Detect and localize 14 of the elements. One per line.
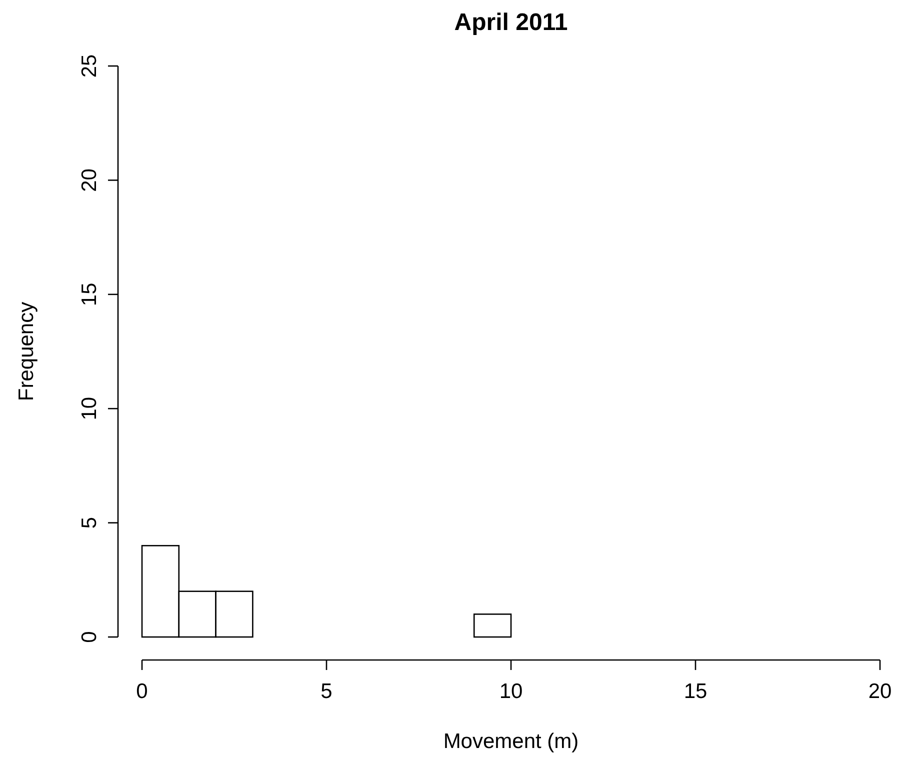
chart-title: April 2011 bbox=[454, 9, 568, 36]
x-tick-label: 15 bbox=[684, 680, 708, 703]
y-tick-label: 20 bbox=[78, 168, 101, 192]
y-tick-label: 0 bbox=[78, 631, 101, 643]
x-tick-label: 20 bbox=[868, 680, 892, 703]
x-tick-label: 10 bbox=[499, 680, 523, 703]
y-tick-label: 10 bbox=[78, 396, 101, 420]
x-tick-label: 5 bbox=[320, 680, 332, 703]
y-axis-title: Frequency bbox=[15, 301, 38, 402]
x-tick-label: 0 bbox=[136, 680, 148, 703]
y-tick-label: 15 bbox=[78, 282, 101, 306]
y-tick-label: 5 bbox=[78, 516, 101, 529]
x-axis-title: Movement (m) bbox=[443, 730, 579, 753]
y-tick-label: 25 bbox=[78, 54, 101, 78]
